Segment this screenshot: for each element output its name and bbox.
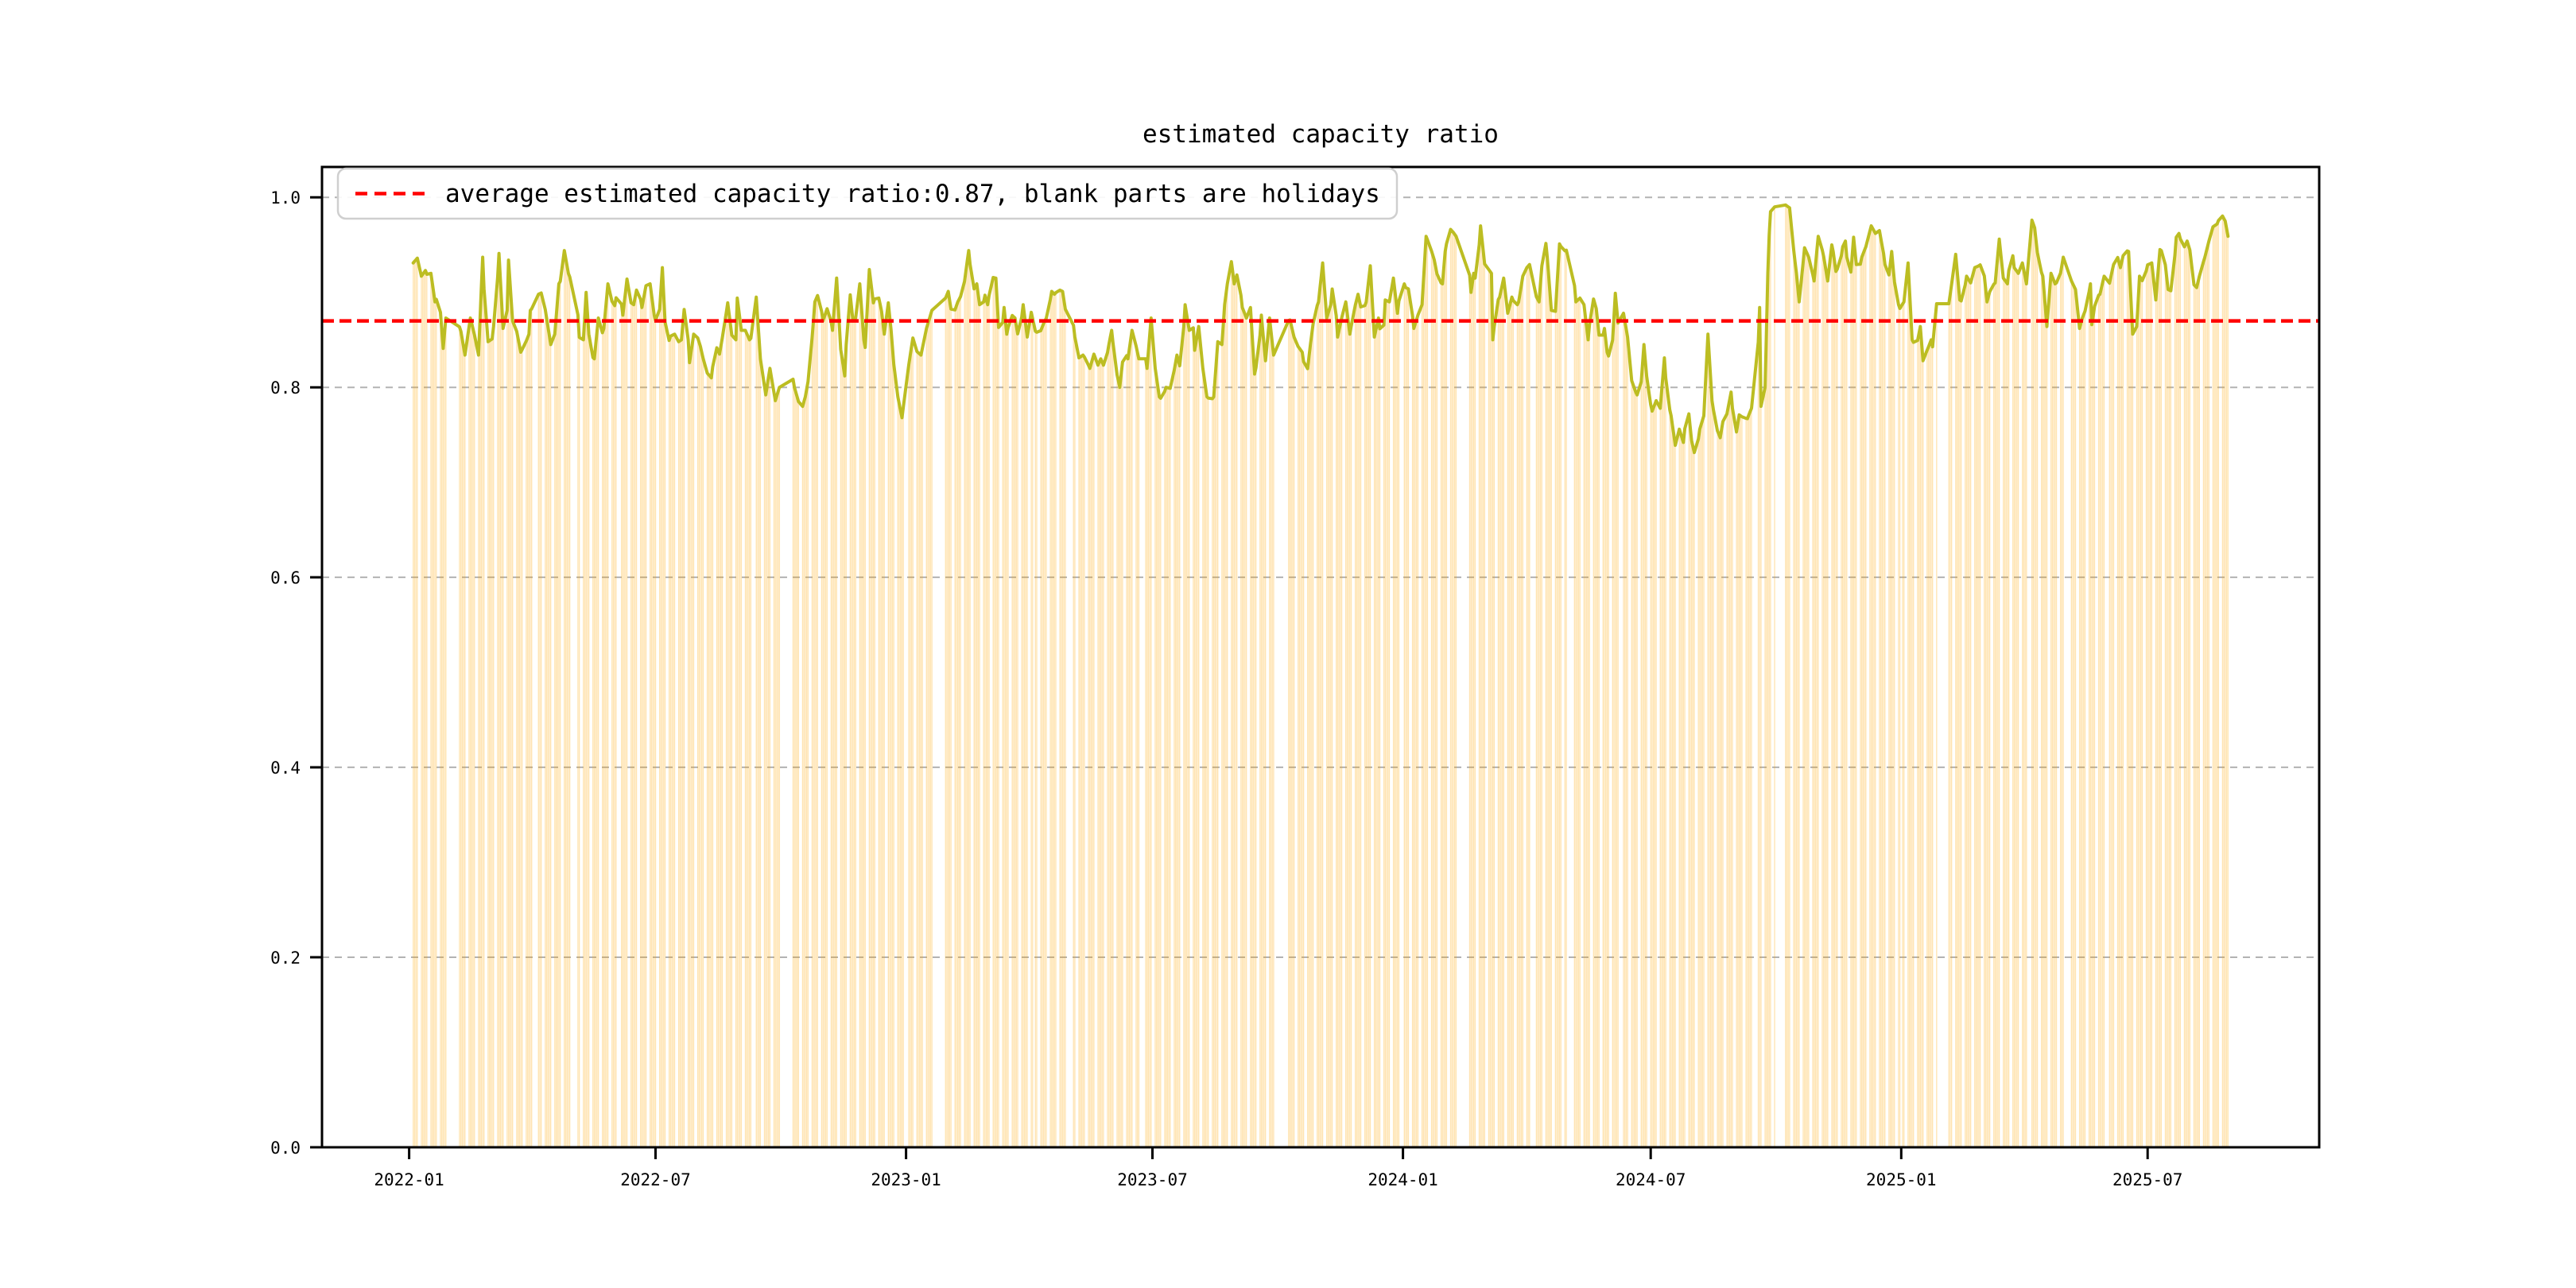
workday-bars bbox=[413, 204, 2229, 1147]
x-tick-label: 2022-07 bbox=[620, 1170, 691, 1189]
y-tick-labels: 0.0 0.2 0.4 0.6 0.8 1.0 bbox=[270, 188, 301, 1158]
legend-label: average estimated capacity ratio:0.87, b… bbox=[445, 180, 1380, 208]
x-tick-label: 2025-01 bbox=[1866, 1170, 1937, 1189]
y-tick-label: 0.8 bbox=[270, 378, 301, 398]
capacity-ratio-polyline bbox=[411, 203, 2230, 455]
axis-ticks bbox=[310, 196, 2149, 1159]
legend-box bbox=[336, 167, 1399, 220]
y-tick-label: 0.6 bbox=[270, 568, 301, 588]
x-tick-label: 2023-01 bbox=[871, 1170, 941, 1189]
x-tick-label: 2023-07 bbox=[1117, 1170, 1188, 1189]
y-tick-label: 0.2 bbox=[270, 949, 301, 968]
capacity-ratio-line bbox=[411, 203, 2230, 455]
x-tick-labels: 2022-01 2022-07 2023-01 2023-07 2024-01 2024-… bbox=[374, 1170, 2182, 1189]
x-tick-label: 2024-07 bbox=[1616, 1170, 1686, 1189]
x-tick-label: 2024-01 bbox=[1368, 1170, 1438, 1189]
y-tick-label: 0.0 bbox=[270, 1139, 301, 1158]
y-tick-label: 1.0 bbox=[270, 188, 301, 208]
x-tick-label: 2022-01 bbox=[374, 1170, 444, 1189]
legend: average estimated capacity ratio:0.87, b… bbox=[336, 167, 1399, 220]
plot-frame bbox=[320, 165, 2321, 1149]
x-tick-label: 2025-07 bbox=[2112, 1170, 2183, 1189]
workday-bar-series bbox=[413, 204, 2229, 1147]
y-tick-label: 0.4 bbox=[270, 758, 301, 778]
chart-title: estimated capacity ratio bbox=[1143, 120, 1499, 149]
